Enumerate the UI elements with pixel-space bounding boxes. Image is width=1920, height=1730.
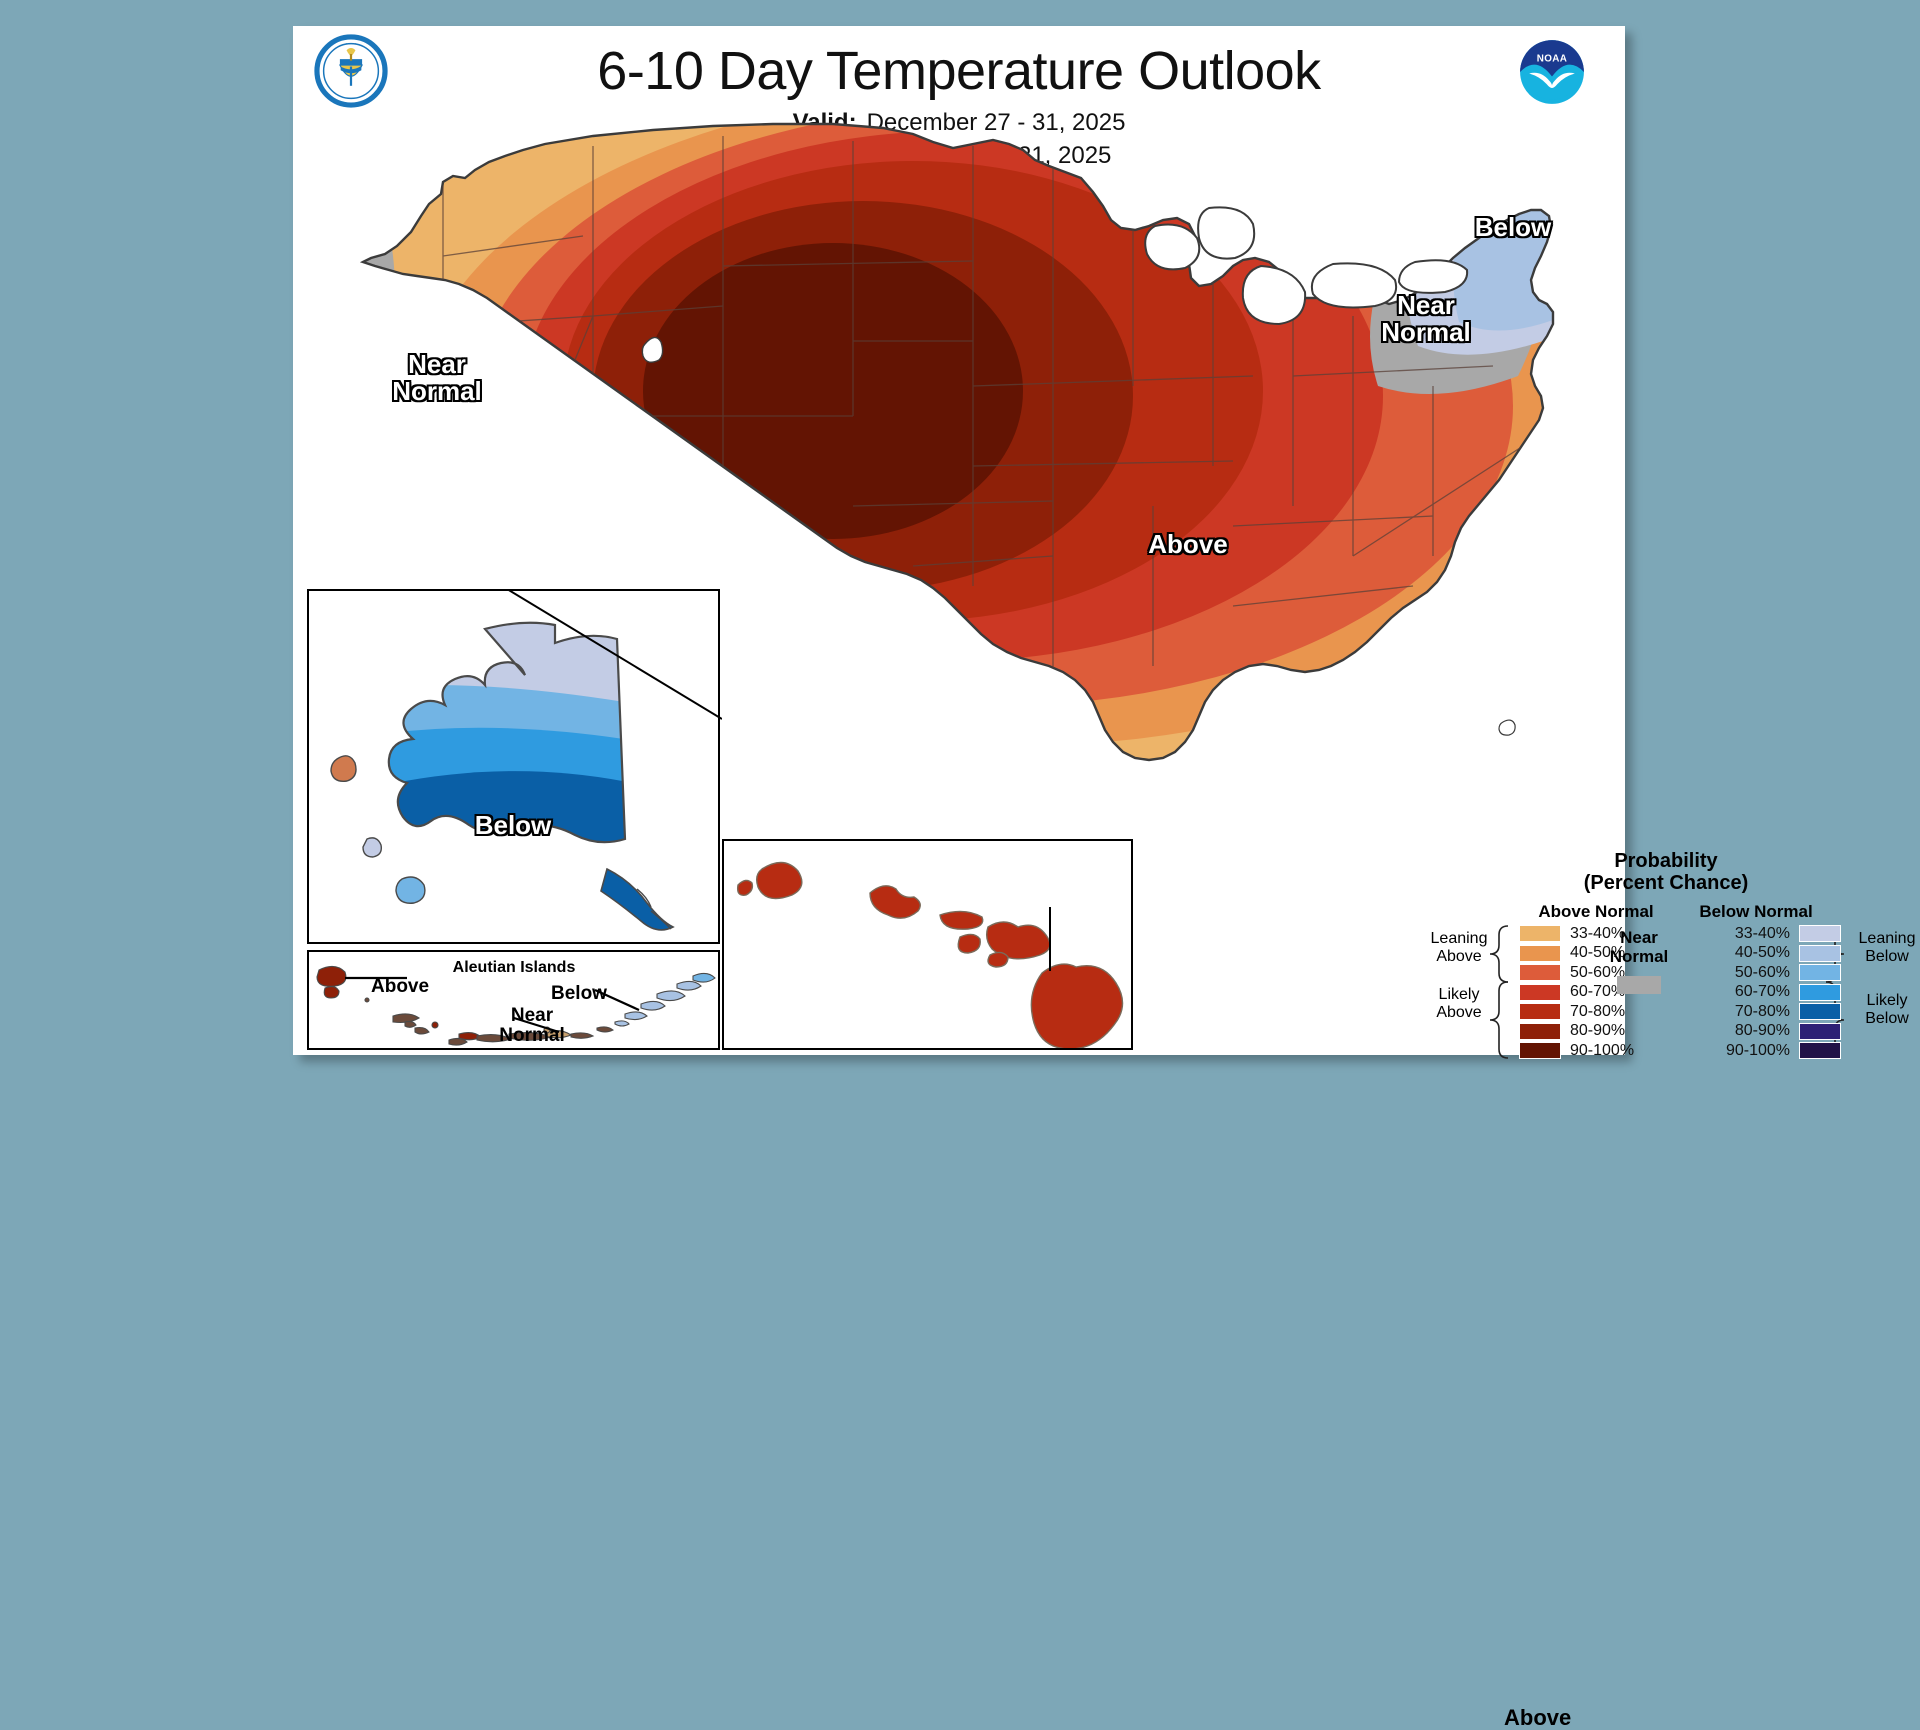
- legend-row: 50-60%: [1676, 963, 1841, 983]
- legend-row: 50-60%: [1519, 963, 1679, 983]
- legend-above-normal-header: Above Normal: [1538, 902, 1654, 921]
- valid-value: December 27 - 31, 2025: [866, 109, 1126, 136]
- legend-range-label: 50-60%: [1734, 963, 1790, 981]
- legend-range-label: 33-40%: [1734, 924, 1790, 942]
- page-title: 6-10 Day Temperature Outlook: [597, 41, 1321, 101]
- island-pribilof: [330, 755, 357, 782]
- legend-range-label: 50-60%: [1570, 963, 1626, 981]
- legend-swatch: [1519, 944, 1561, 962]
- island-kodiak: [395, 876, 426, 904]
- legend-row: 40-50%: [1519, 944, 1679, 964]
- lake-okeechobee: [1498, 719, 1516, 736]
- aleutian-inset-title: Aleutian Islands: [452, 959, 576, 976]
- hawaii-inset: Above: [722, 839, 1571, 1729]
- legend-leaning-above-label: Leaning Above: [1430, 930, 1488, 965]
- legend-range-label: 70-80%: [1734, 1002, 1790, 1020]
- screenshot-root: 6-10 Day Temperature Outlook Valid: Decem…: [293, 26, 1915, 1729]
- island-nunivak: [362, 837, 383, 858]
- legend-range-label: 90-100%: [1570, 1041, 1635, 1059]
- legend-swatch: [1799, 944, 1841, 962]
- legend-swatch: [1519, 1003, 1561, 1021]
- legend-below-normal-header: Below Normal: [1699, 902, 1813, 921]
- legend-row: 60-70%: [1519, 983, 1679, 1003]
- legend-swatch: [1799, 983, 1841, 1001]
- probability-legend: Probability (Percent Chance) Above Norma…: [1426, 850, 1915, 1062]
- legend-range-label: 80-90%: [1734, 1022, 1790, 1040]
- department-of-commerce-seal-icon: · · · ·: [314, 34, 388, 108]
- legend-range-label: 33-40%: [1570, 924, 1626, 942]
- legend-row: 40-50%: [1676, 944, 1841, 964]
- legend-range-label: 90-100%: [1725, 1041, 1790, 1059]
- valid-line: Valid: December 27 - 31, 2025: [293, 109, 1625, 137]
- legend-range-label: 70-80%: [1570, 1002, 1626, 1020]
- legend-swatch: [1519, 964, 1561, 982]
- legend-swatch: [1519, 1042, 1561, 1060]
- legend-row: 33-40%: [1676, 924, 1841, 944]
- aleutian-label-near-normal: Near Normal: [499, 1005, 565, 1046]
- legend-row: 80-90%: [1519, 1022, 1679, 1042]
- legend-near-normal-swatch: [1617, 976, 1661, 995]
- alaska-inset-map: [330, 589, 722, 931]
- great-lakes: [1144, 206, 1469, 326]
- alaska-leader-line: [506, 589, 722, 720]
- legend-near-normal-column: Near Normal: [1594, 928, 1684, 995]
- legend-above-normal-column: 33-40% 40-50% 50-60% 60-70% 70-80% 80-90% 90-1…: [1519, 924, 1679, 1061]
- legend-swatch: [1799, 1003, 1841, 1021]
- legend-row: 90-100%: [1676, 1041, 1841, 1061]
- svg-text:· · · ·: · · · ·: [346, 41, 357, 46]
- legend-row: 70-80%: [1519, 1002, 1679, 1022]
- legend-swatch: [1519, 925, 1561, 943]
- legend-leaning-below-label: Leaning Below: [1858, 930, 1916, 965]
- legend-row: 90-100%: [1519, 1041, 1679, 1061]
- legend-swatch: [1799, 964, 1841, 982]
- legend-swatch: [1799, 925, 1841, 943]
- legend-range-label: 40-50%: [1570, 944, 1626, 962]
- hawaii-islands-map: [736, 861, 1124, 1048]
- panhandle-detail: [636, 888, 672, 930]
- legend-likely-below-label: Likely Below: [1865, 992, 1909, 1027]
- svg-text:NOAA: NOAA: [1537, 53, 1568, 64]
- conus-outlook-map: [359, 122, 1555, 762]
- map-label-above-hawaii: Above: [1504, 1705, 1572, 1730]
- aleutian-label-above: Above: [371, 976, 430, 997]
- legend-subtitle: (Percent Chance): [1583, 872, 1749, 894]
- great-salt-lake: [641, 336, 664, 363]
- legend-swatch: [1519, 983, 1561, 1001]
- legend-title: Probability: [1614, 850, 1718, 872]
- aleutian-islands-inset: Aleutian Islands Above Below Near Normal: [307, 950, 720, 1050]
- legend-range-label: 80-90%: [1570, 1022, 1626, 1040]
- legend-row: 33-40%: [1519, 924, 1679, 944]
- noaa-logo-icon: NOAA: [1520, 40, 1584, 104]
- legend-range-label: 60-70%: [1734, 983, 1790, 1001]
- outlook-map-card: 6-10 Day Temperature Outlook Valid: Decem…: [293, 26, 1915, 1729]
- aleutian-islands-map: [316, 965, 716, 1046]
- legend-below-normal-column: 33-40% 40-50% 50-60% 60-70% 70-80% 80-90% 90-1…: [1676, 924, 1841, 1061]
- aleutian-label-below: Below: [551, 983, 607, 1004]
- legend-range-label: 60-70%: [1570, 983, 1626, 1001]
- legend-swatch: [1799, 1022, 1841, 1040]
- conus-outline: [359, 122, 1555, 762]
- legend-row: 70-80%: [1676, 1002, 1841, 1022]
- legend-swatch: [1519, 1022, 1561, 1040]
- legend-near-normal-label: Near Normal: [1609, 928, 1669, 967]
- legend-likely-above-label: Likely Above: [1436, 986, 1482, 1021]
- alaska-probability-bands: [388, 622, 626, 843]
- legend-range-label: 40-50%: [1734, 944, 1790, 962]
- legend-swatch: [1799, 1042, 1841, 1060]
- alaska-outline: [387, 621, 627, 844]
- legend-row: 60-70%: [1676, 983, 1841, 1003]
- legend-row: 80-90%: [1676, 1022, 1841, 1042]
- leaning-above-brace-icon: [1489, 925, 1509, 1059]
